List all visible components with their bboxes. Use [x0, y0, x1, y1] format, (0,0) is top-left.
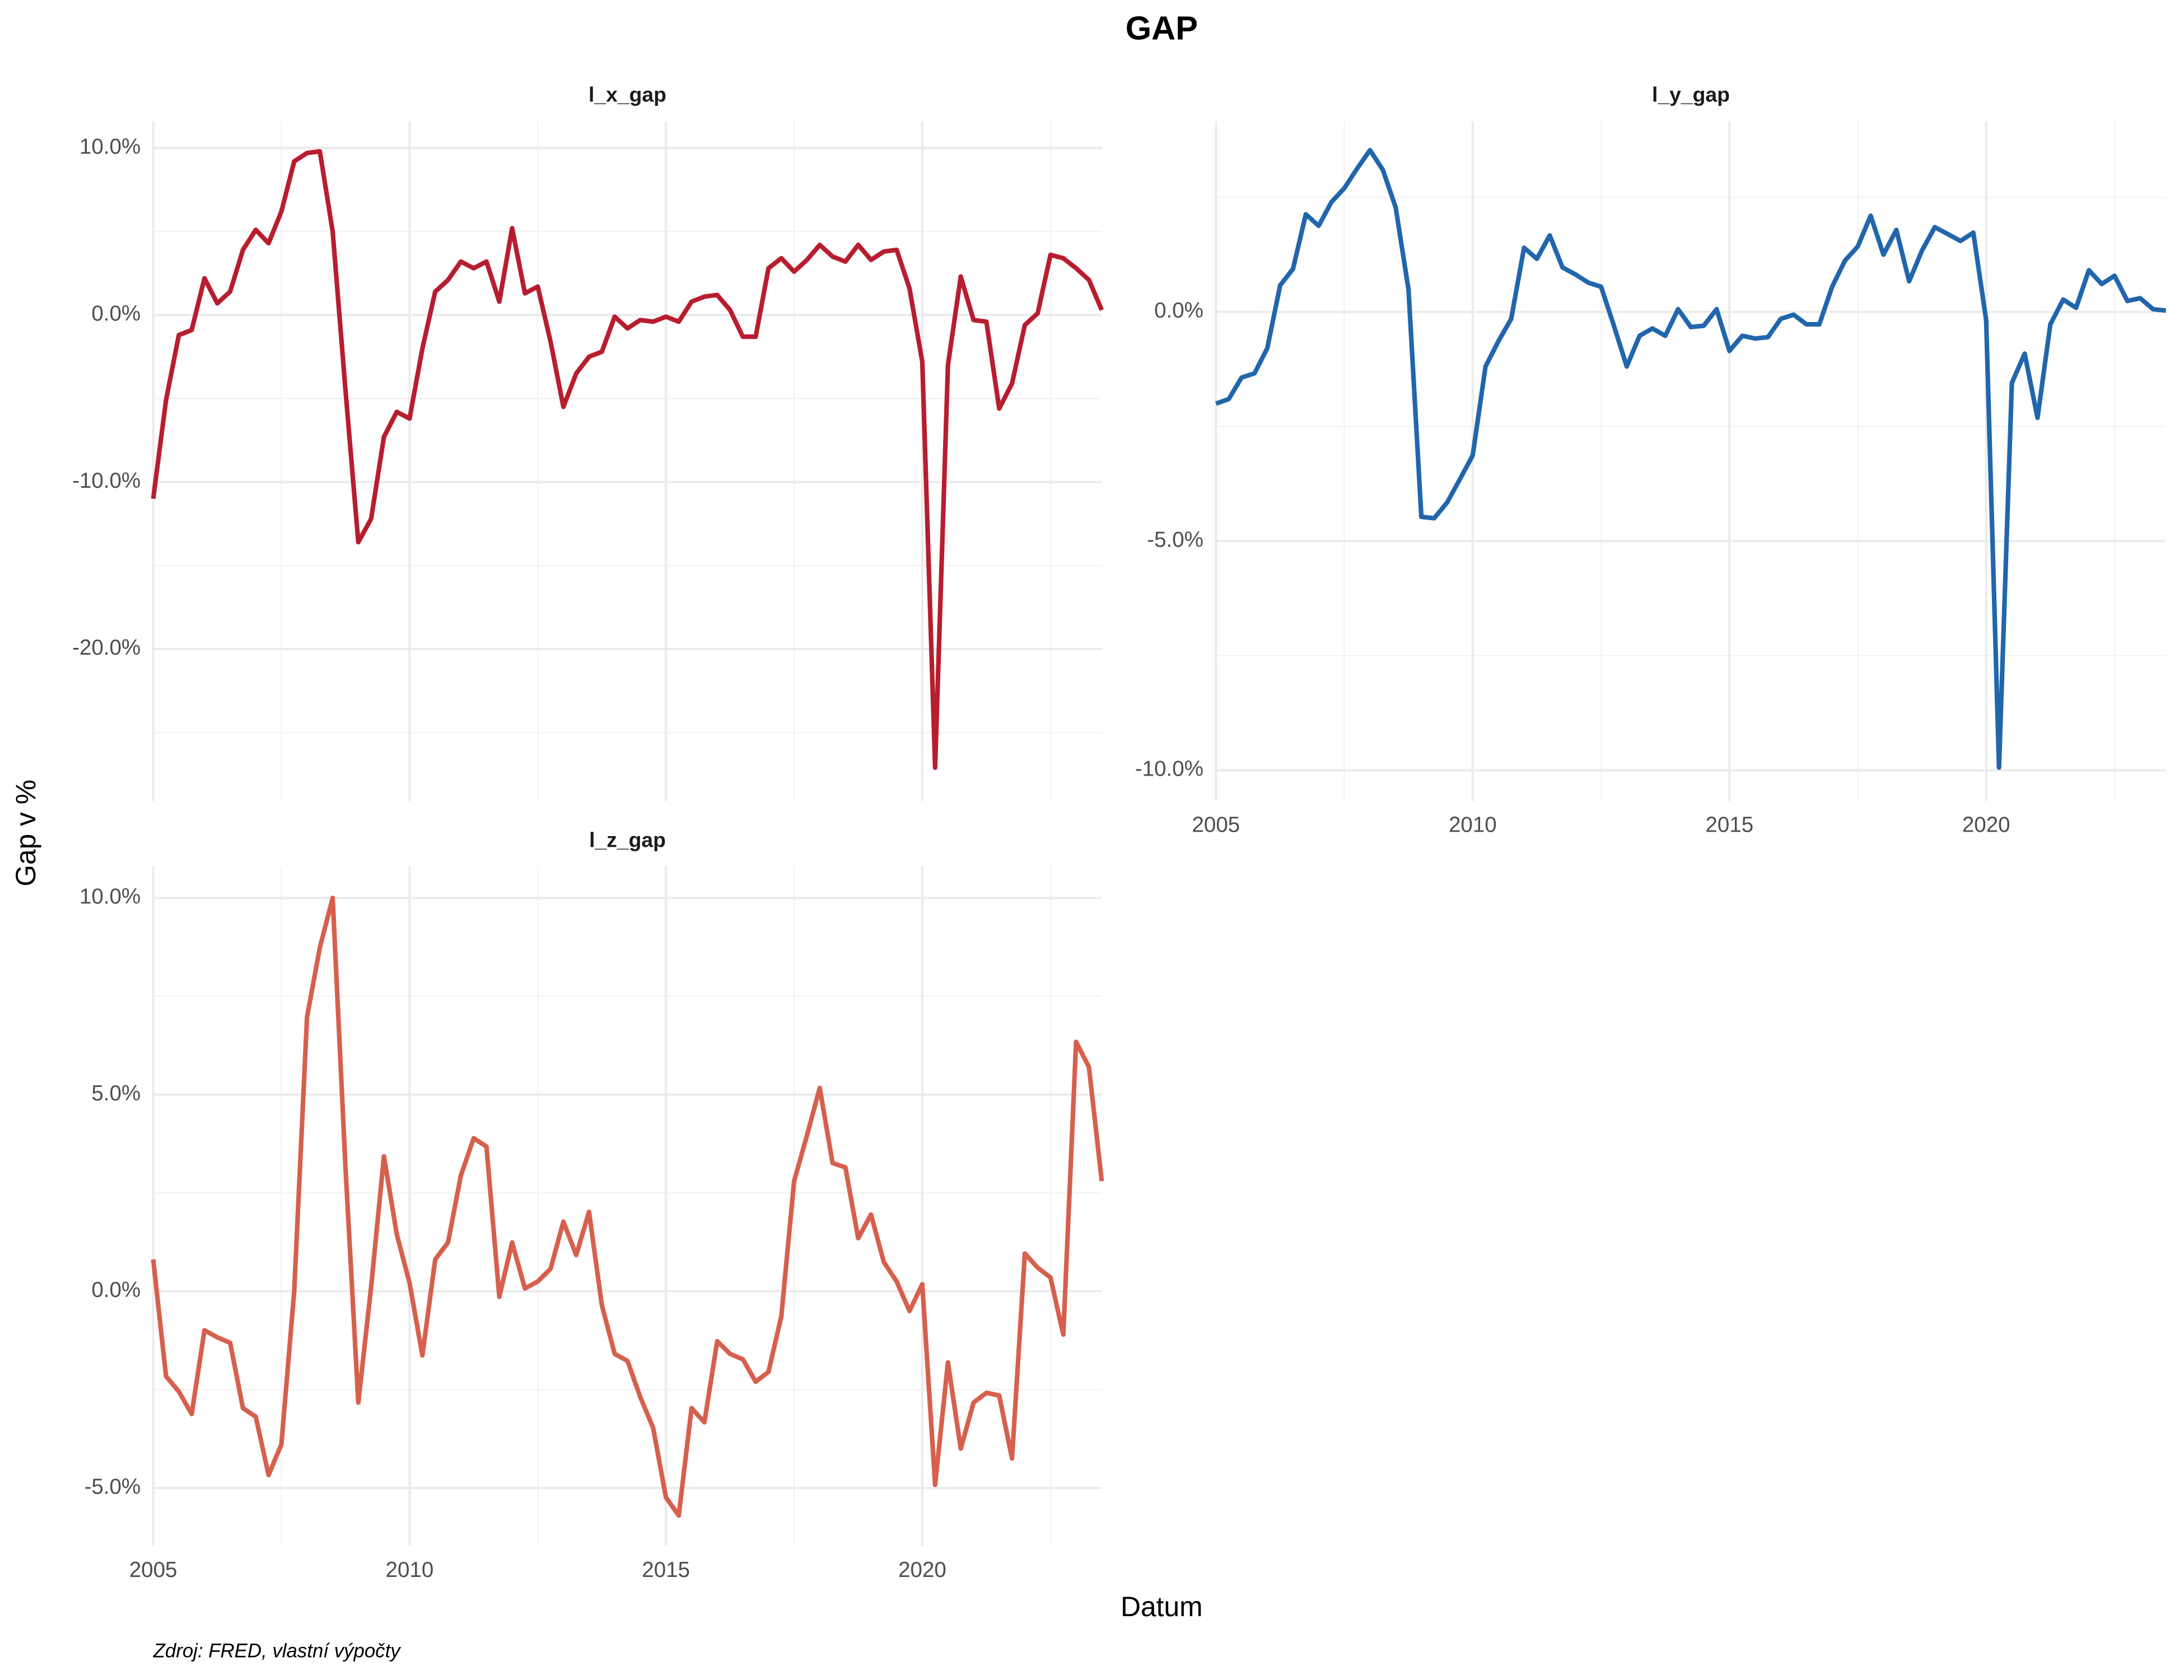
panel-title: l_x_gap — [589, 83, 666, 106]
y-tick-label: 10.0% — [80, 885, 141, 909]
panel-title: l_z_gap — [589, 828, 666, 851]
x-tick-label: 2015 — [642, 1558, 690, 1582]
x-tick-label: 2020 — [1962, 813, 2010, 837]
y-tick-label: -20.0% — [72, 636, 141, 660]
y-tick-label: 10.0% — [80, 134, 141, 158]
line-series — [151, 149, 1104, 770]
line-series — [1215, 148, 2167, 770]
x-tick-label: 2005 — [129, 1558, 178, 1582]
y-tick-label: -5.0% — [85, 1474, 141, 1499]
y-axis-title: Gap v % — [10, 780, 41, 886]
y-tick-label: -5.0% — [1147, 528, 1203, 552]
line-series — [151, 895, 1104, 1518]
x-tick-label: 2010 — [1449, 813, 1497, 837]
panel-title: l_y_gap — [1652, 83, 1730, 106]
y-tick-label: -10.0% — [72, 469, 141, 493]
y-tick-label: -10.0% — [1135, 757, 1203, 781]
caption: Zdroj: FRED, vlastní výpočty — [153, 1640, 402, 1662]
y-tick-label: 5.0% — [91, 1081, 141, 1105]
x-tick-label: 2010 — [386, 1558, 434, 1582]
y-tick-label: 0.0% — [1154, 298, 1203, 323]
y-tick-label: 0.0% — [91, 1278, 141, 1302]
x-tick-label: 2020 — [898, 1558, 946, 1582]
chart-title: GAP — [1126, 10, 1198, 47]
x-axis-title: Datum — [1121, 1591, 1202, 1622]
y-tick-label: 0.0% — [91, 302, 141, 326]
x-tick-label: 2005 — [1192, 813, 1240, 837]
x-tick-label: 2015 — [1705, 813, 1753, 837]
